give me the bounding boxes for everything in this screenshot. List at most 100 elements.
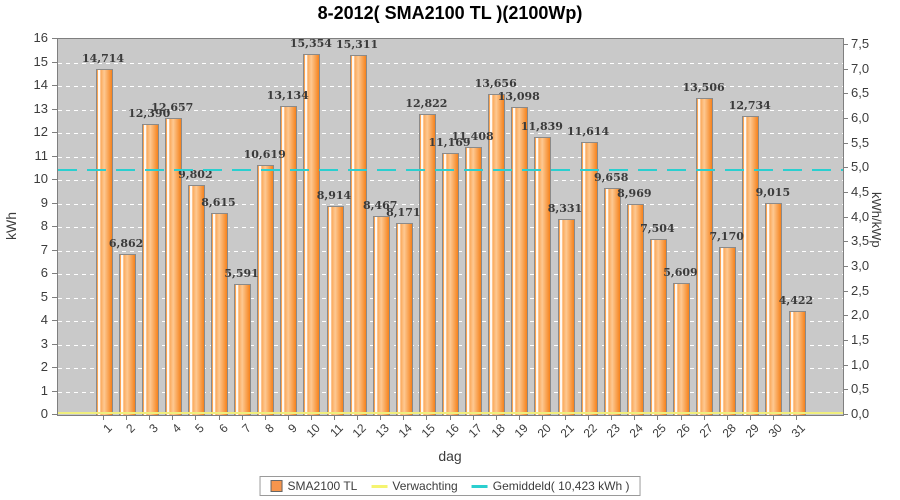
y-axis-tick-right (843, 364, 848, 366)
y-axis-tick-label-left: 6 (40, 265, 48, 280)
bar (234, 283, 252, 415)
grid-line (58, 62, 843, 64)
plot-area (57, 38, 844, 416)
y-axis-tick-right (843, 43, 848, 45)
y-axis-tick-right (843, 315, 848, 317)
y-axis-tick-left (52, 226, 57, 227)
y-axis-tick-label-left: 2 (40, 359, 48, 374)
bar (442, 152, 459, 415)
legend-item: Gemiddeld( 10,423 kWh ) (471, 479, 630, 493)
y-axis-tick-right (843, 142, 848, 144)
bar (511, 107, 529, 415)
y-axis-tick-label-right: 0,5 (851, 381, 870, 397)
y-axis-tick-left (52, 85, 57, 86)
y-axis-tick-label-right: 1,5 (851, 331, 870, 347)
x-axis-tick (241, 415, 243, 420)
y-axis-tick-left (52, 179, 57, 180)
y-axis-tick-left (52, 61, 57, 63)
bar (742, 115, 760, 415)
bar (719, 246, 737, 415)
legend-item: Verwachting (371, 479, 458, 493)
y-axis-tick-label-left: 10 (33, 171, 48, 186)
y-axis-tick-left (52, 390, 57, 392)
y-axis-tick-right (843, 389, 848, 391)
legend-swatch-line (471, 484, 488, 488)
bar (765, 203, 783, 415)
y-axis-tick-left (52, 320, 57, 321)
chart-title: 8-2012( SMA2100 TL )(2100Wp) (317, 3, 583, 23)
y-axis-tick-left (52, 38, 57, 39)
x-axis-tick (287, 415, 289, 420)
y-axis-tick-right (843, 93, 848, 95)
x-axis-tick (657, 415, 659, 420)
x-axis-tick (172, 415, 174, 420)
x-axis-tick (426, 415, 428, 420)
bar (488, 94, 506, 415)
bar (349, 55, 367, 415)
legend-item: SMA2100 TL (270, 479, 357, 493)
y-axis-tick-label-left: 7 (40, 241, 48, 257)
grid-line (58, 109, 843, 111)
y-axis-tick-label-right: 6,5 (851, 85, 870, 101)
y-axis-tick-label-left: 14 (33, 77, 48, 92)
grid-line (58, 86, 843, 87)
y-axis-tick-label-left: 4 (40, 312, 48, 327)
bar (603, 188, 621, 415)
y-axis-tick-left (52, 155, 57, 157)
y-axis-tick-label-right: 1,0 (851, 356, 870, 372)
y-axis-tick-left (52, 343, 57, 345)
y-axis-tick-label-right: 3,0 (851, 257, 870, 273)
bar (303, 54, 321, 415)
y-axis-tick-left (52, 273, 57, 274)
legend-label: Gemiddeld( 10,423 kWh ) (492, 479, 630, 493)
x-axis-tick (126, 415, 128, 420)
bar (187, 184, 205, 415)
bar (673, 283, 690, 415)
y-axis-tick-right (843, 216, 848, 218)
x-axis-tick (103, 415, 104, 420)
bar (557, 219, 575, 415)
x-axis-tick (495, 415, 497, 420)
expected-line (58, 412, 843, 414)
y-axis-tick-label-right: 0,0 (851, 406, 870, 421)
y-axis-tick-label-right: 4,5 (851, 183, 870, 199)
x-axis-tick (518, 415, 520, 420)
y-axis-tick-right (843, 68, 848, 70)
x-axis-tick (472, 415, 474, 420)
bar (280, 106, 298, 415)
y-axis-tick-label-right: 5,0 (851, 159, 870, 175)
y-axis-tick-label-left: 13 (33, 100, 48, 116)
y-axis-tick-label-left: 15 (33, 53, 48, 69)
y-axis-tick-right (843, 241, 848, 243)
legend-swatch-line (371, 484, 388, 488)
y-axis-tick-label-right: 6,0 (851, 109, 870, 125)
x-axis-tick (796, 415, 797, 420)
y-axis-tick-label-left: 1 (40, 382, 48, 398)
bar (580, 142, 598, 415)
legend-swatch-square (270, 480, 283, 492)
grid-line (58, 133, 843, 134)
y-axis-tick-label-left: 9 (40, 194, 48, 210)
legend: SMA2100 TL Verwachting Gemiddeld( 10,423 k… (259, 476, 641, 496)
bar (534, 136, 552, 415)
y-axis-tick-label-left: 5 (40, 288, 48, 304)
bar (164, 117, 182, 415)
bar (257, 165, 275, 415)
bar (118, 253, 136, 415)
bar (326, 205, 344, 415)
y-axis-tick-right (843, 339, 848, 341)
x-axis-tick (149, 415, 151, 420)
y-axis-tick-left (52, 202, 57, 204)
x-axis-tick (680, 415, 682, 420)
y-axis-tick-label-right: 4,0 (851, 208, 870, 224)
y-axis-tick-label-right: 7,0 (851, 60, 870, 76)
y-axis-tick-label-right: 5,5 (851, 134, 870, 150)
bar (418, 113, 436, 415)
bar (141, 123, 159, 415)
bar (395, 222, 413, 415)
x-axis-tick (588, 415, 590, 420)
bar (696, 97, 714, 415)
y-axis-tick-label-left: 0 (40, 406, 48, 421)
average-line (58, 169, 843, 172)
